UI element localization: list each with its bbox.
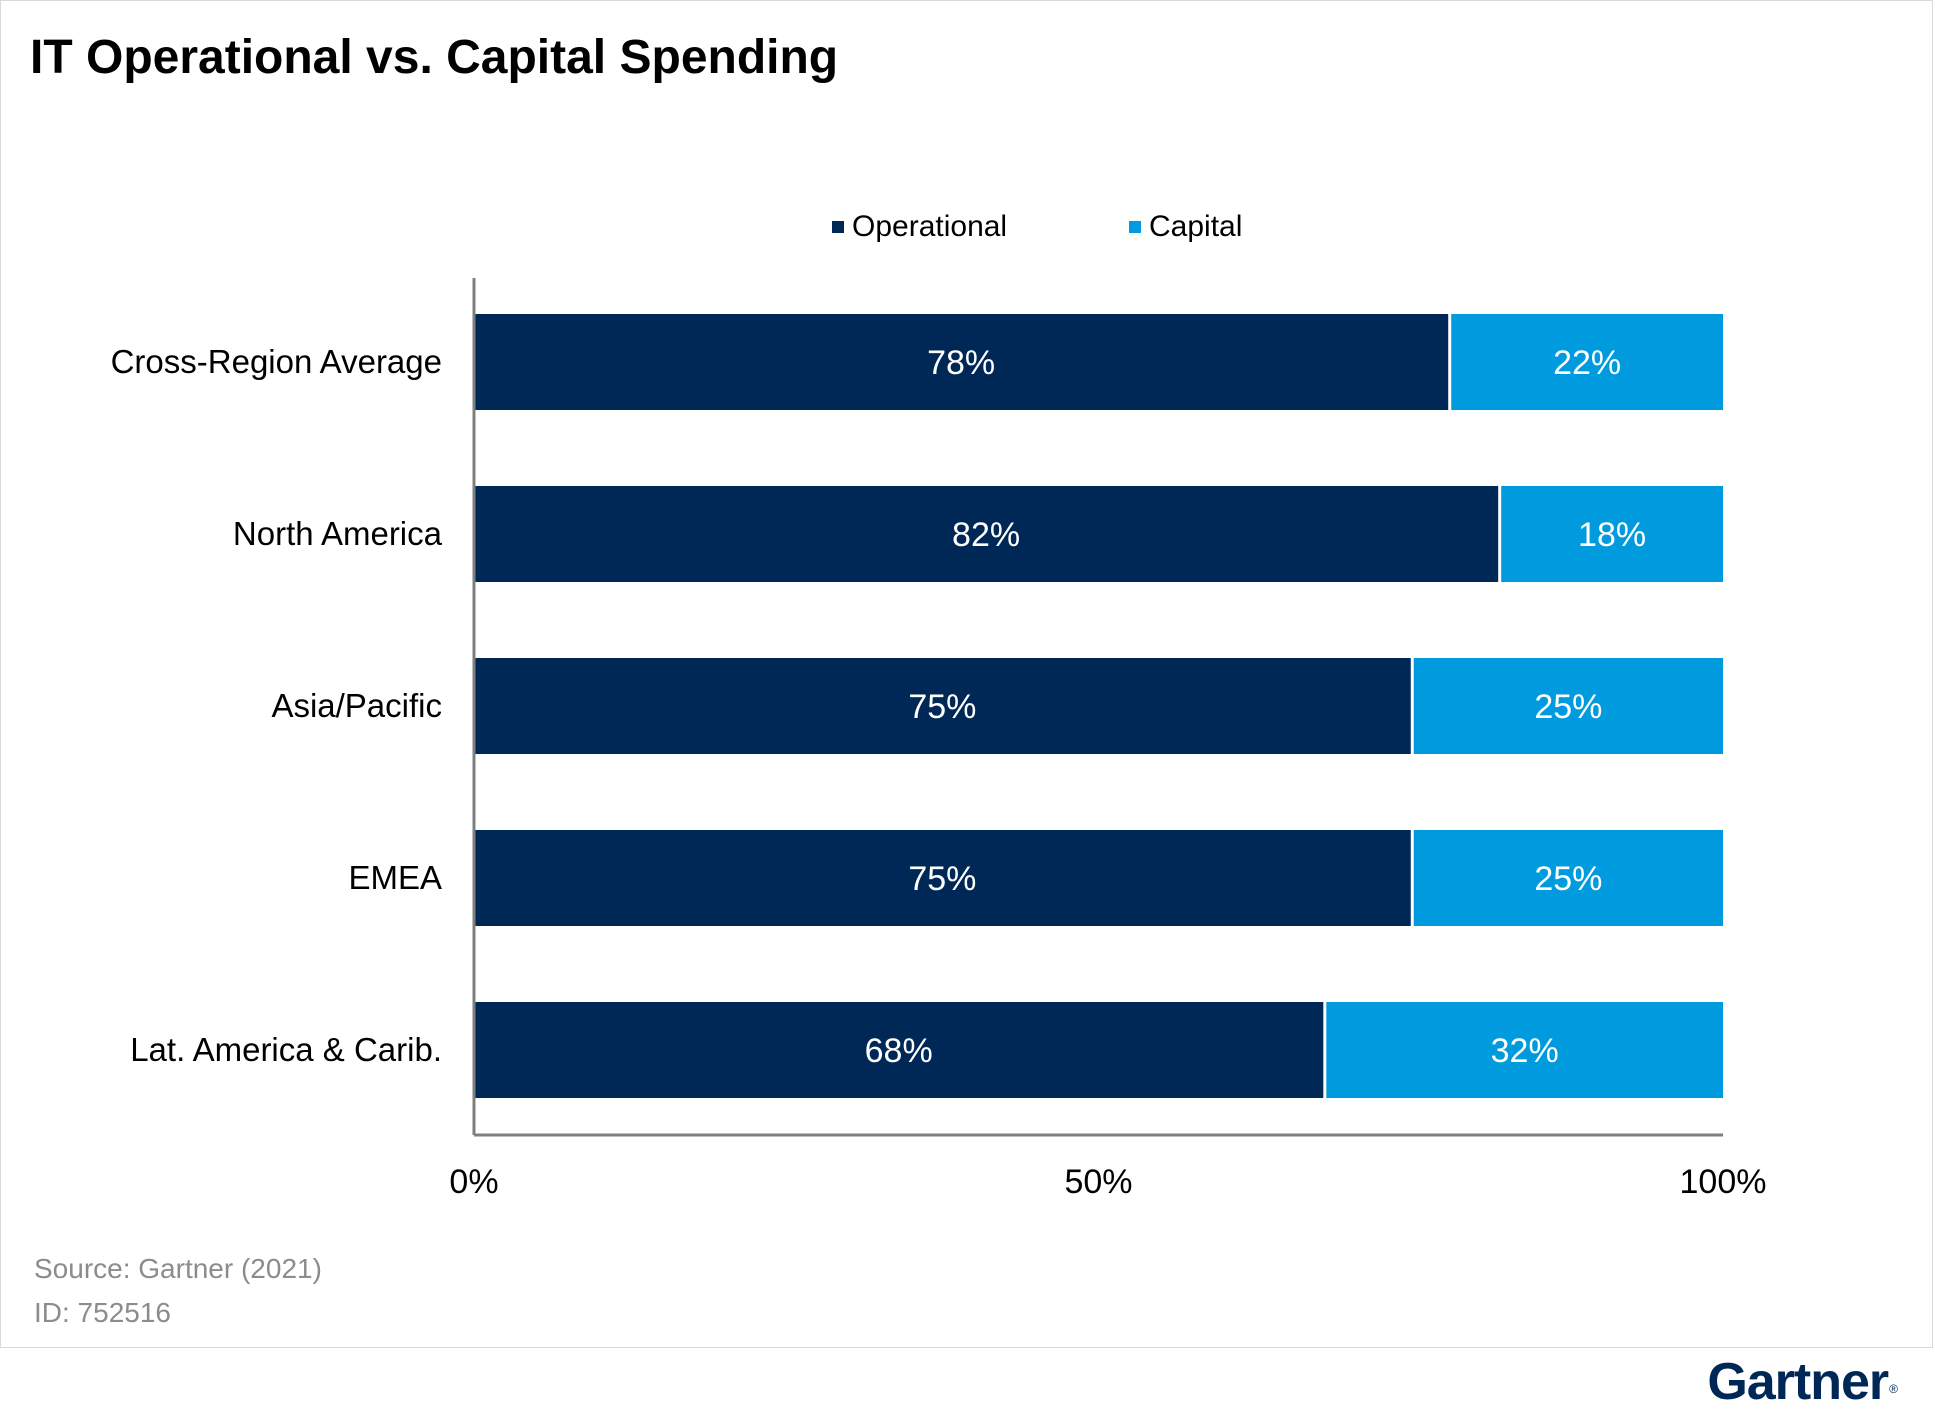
x-tick-label-2: 100%: [1680, 1163, 1767, 1201]
data-label-capital-3: 25%: [1534, 860, 1602, 898]
data-label-capital-0: 22%: [1553, 344, 1621, 382]
bar-capital-2: [1413, 658, 1723, 754]
registered-mark: ®: [1889, 1382, 1898, 1396]
x-tick-label-1: 50%: [1064, 1163, 1132, 1201]
bar-operational-2: [474, 658, 1411, 754]
category-label-4: Lat. America & Carib.: [130, 1031, 442, 1068]
data-label-operational-3: 75%: [908, 860, 976, 898]
data-label-operational-0: 78%: [927, 344, 995, 382]
bar-capital-3: [1413, 830, 1723, 926]
category-label-0: Cross-Region Average: [111, 343, 442, 380]
legend-label-capital: Capital: [1149, 210, 1243, 243]
logo-text: Gartner: [1707, 1353, 1889, 1411]
bar-chart: 78% 22% Cross-Region Average 82% 18% North Am…: [111, 278, 1767, 1201]
bar-operational-1: [474, 486, 1499, 582]
data-label-operational-4: 68%: [865, 1032, 933, 1070]
legend-item-capital: Capital: [1129, 210, 1242, 244]
legend: Operational Capital: [0, 210, 1933, 250]
chart-title: IT Operational vs. Capital Spending: [30, 31, 839, 84]
data-label-capital-1: 18%: [1578, 516, 1646, 554]
source-note: Source: Gartner (2021) ID: 752516: [34, 1247, 322, 1335]
bar-operational-3: [474, 830, 1411, 926]
data-label-operational-1: 82%: [952, 516, 1020, 554]
category-label-1: North America: [233, 515, 443, 552]
bar-capital-4: [1326, 1002, 1723, 1098]
legend-swatch-capital: [1129, 221, 1141, 233]
legend-swatch-operational: [832, 221, 844, 233]
x-tick-label-0: 0%: [449, 1163, 498, 1201]
category-label-2: Asia/Pacific: [271, 687, 442, 724]
source-line: Source: Gartner (2021): [34, 1253, 322, 1284]
legend-item-operational: Operational: [832, 210, 1007, 244]
data-label-capital-4: 32%: [1491, 1032, 1559, 1070]
gartner-logo: Gartner®: [1707, 1352, 1898, 1412]
id-line: ID: 752516: [34, 1297, 171, 1328]
bar-capital-1: [1501, 486, 1723, 582]
category-label-3: EMEA: [348, 859, 442, 896]
bar-operational-4: [474, 1002, 1324, 1098]
data-label-capital-2: 25%: [1534, 688, 1602, 726]
data-label-operational-2: 75%: [908, 688, 976, 726]
bar-operational-0: [474, 314, 1449, 410]
bar-capital-0: [1451, 314, 1723, 410]
legend-label-operational: Operational: [852, 210, 1008, 243]
